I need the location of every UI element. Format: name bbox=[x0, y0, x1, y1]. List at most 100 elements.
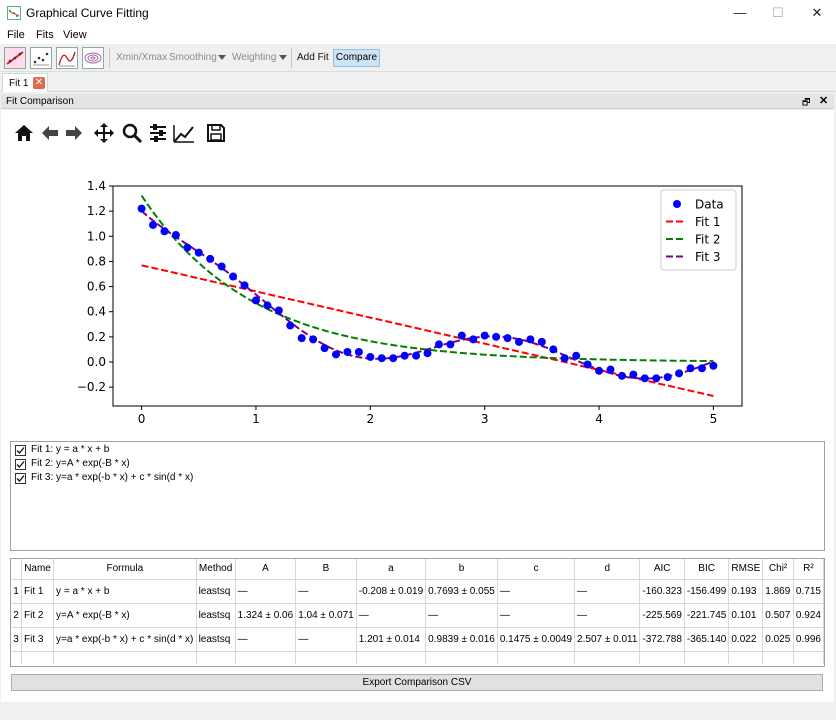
checkbox[interactable] bbox=[15, 445, 26, 456]
column-header[interactable]: B bbox=[295, 559, 357, 580]
column-header[interactable]: b bbox=[425, 559, 498, 580]
row-number: 3 bbox=[11, 627, 22, 652]
chevron-down-icon[interactable] bbox=[218, 55, 226, 60]
close-icon[interactable]: ✕ bbox=[33, 77, 45, 89]
fit-comparison-chart: 0 1 2 3 4 5 −0.2 0.0 0.2 0.4 0.6 0.8 1.0 1.2 1.4 Data Fi… bbox=[77, 179, 743, 426]
scatter-points-icon[interactable] bbox=[30, 47, 52, 69]
column-header[interactable]: a bbox=[356, 559, 427, 580]
dock-close-icon[interactable]: ✕ bbox=[819, 95, 829, 107]
column-header[interactable]: Chi² bbox=[762, 559, 794, 580]
xmin-xmax-button[interactable]: Xmin/Xmax bbox=[116, 52, 168, 63]
table-cell[interactable]: 0.022 bbox=[728, 627, 764, 652]
column-header[interactable]: Name bbox=[21, 559, 55, 580]
table-cell[interactable]: -372.788 bbox=[639, 627, 685, 652]
maximize-button[interactable]: ☐ bbox=[772, 5, 784, 20]
table-cell[interactable]: 0.7693 ± 0.055 bbox=[425, 579, 498, 604]
column-header[interactable]: BIC bbox=[684, 559, 730, 580]
menu-file[interactable]: File bbox=[7, 29, 25, 41]
table-cell[interactable]: leastsq bbox=[196, 603, 236, 628]
chevron-down-icon[interactable] bbox=[279, 55, 287, 60]
table-cell[interactable]: 0.507 bbox=[762, 603, 794, 628]
table-row[interactable]: 3 Fit 3 y=a * exp(-b * x) + c * sin(d * … bbox=[11, 627, 824, 652]
table-cell[interactable]: 0.101 bbox=[728, 603, 764, 628]
table-cell[interactable]: 1.324 ± 0.06 bbox=[235, 603, 297, 628]
table-cell[interactable]: 0.924 bbox=[793, 603, 824, 628]
table-cell[interactable]: -365.140 bbox=[684, 627, 730, 652]
table-cell[interactable]: Fit 1 bbox=[21, 579, 55, 604]
table-cell[interactable]: y = a * x + b bbox=[53, 579, 197, 604]
table-cell[interactable]: leastsq bbox=[196, 579, 236, 604]
contour-icon[interactable] bbox=[82, 47, 104, 69]
table-cell[interactable]: -221.745 bbox=[684, 603, 730, 628]
column-header[interactable]: d bbox=[574, 559, 641, 580]
table-cell[interactable]: y=A * exp(-B * x) bbox=[53, 603, 197, 628]
column-header[interactable]: A bbox=[235, 559, 297, 580]
table-cell[interactable]: y=a * exp(-b * x) + c * sin(d * x) bbox=[53, 627, 197, 652]
table-cell[interactable]: 0.193 bbox=[728, 579, 764, 604]
export-csv-button[interactable]: Export Comparison CSV bbox=[11, 674, 823, 691]
table-cell[interactable]: 1.04 ± 0.071 bbox=[295, 603, 357, 628]
table-cell[interactable]: — bbox=[295, 579, 357, 604]
table-cell[interactable]: 0.025 bbox=[762, 627, 794, 652]
forward-arrow-icon[interactable] bbox=[63, 122, 85, 144]
edit-curves-icon[interactable] bbox=[173, 122, 195, 144]
table-cell[interactable]: 0.715 bbox=[793, 579, 824, 604]
table-cell[interactable]: — bbox=[295, 627, 357, 652]
linear-fit-icon[interactable] bbox=[4, 47, 26, 69]
column-header[interactable]: R² bbox=[793, 559, 824, 580]
table-cell[interactable]: 0.9839 ± 0.016 bbox=[425, 627, 498, 652]
data-point bbox=[194, 248, 203, 257]
table-cell[interactable]: — bbox=[574, 579, 641, 604]
pan-icon[interactable] bbox=[93, 122, 115, 144]
home-icon[interactable] bbox=[13, 122, 35, 144]
table-cell[interactable]: — bbox=[235, 579, 297, 604]
table-cell[interactable]: — bbox=[497, 579, 576, 604]
table-cell[interactable]: — bbox=[356, 603, 427, 628]
table-cell[interactable]: 1.201 ± 0.014 bbox=[356, 627, 427, 652]
table-cell[interactable]: -156.499 bbox=[684, 579, 730, 604]
table-cell[interactable]: Fit 2 bbox=[21, 603, 55, 628]
column-header[interactable]: Method bbox=[196, 559, 236, 580]
table-cell[interactable]: 0.1475 ± 0.0049 bbox=[497, 627, 576, 652]
table-cell[interactable]: leastsq bbox=[196, 627, 236, 652]
table-row[interactable]: 2 Fit 2 y=A * exp(-B * x) leastsq 1.324 … bbox=[11, 603, 824, 628]
table-cell[interactable]: — bbox=[235, 627, 297, 652]
table-cell[interactable]: 1.869 bbox=[762, 579, 794, 604]
column-header[interactable]: AIC bbox=[639, 559, 685, 580]
close-window-button[interactable]: ✕ bbox=[811, 5, 823, 20]
compare-button[interactable]: Compare bbox=[333, 49, 380, 67]
minimize-button[interactable]: — bbox=[733, 5, 747, 20]
legend-label: Fit 2 bbox=[695, 233, 721, 247]
float-icon[interactable]: 🗗 bbox=[802, 97, 811, 107]
table-row[interactable]: 1 Fit 1 y = a * x + b leastsq — — -0.208… bbox=[11, 579, 824, 604]
table-cell[interactable]: — bbox=[497, 603, 576, 628]
save-icon[interactable] bbox=[205, 122, 227, 144]
tab-fit-1[interactable]: Fit 1 ✕ bbox=[2, 73, 48, 92]
comparison-table: Name Formula Method A B a b c d AIC BIC … bbox=[10, 558, 825, 667]
column-header[interactable]: RMSE bbox=[728, 559, 764, 580]
checkbox[interactable] bbox=[15, 473, 26, 484]
x-tick-label: 1 bbox=[252, 412, 260, 426]
menu-view[interactable]: View bbox=[63, 29, 87, 41]
y-tick-label: −0.2 bbox=[77, 380, 106, 394]
checkbox[interactable] bbox=[15, 459, 26, 470]
curve-fit-icon[interactable] bbox=[56, 47, 78, 69]
back-arrow-icon[interactable] bbox=[39, 122, 61, 144]
settings-sliders-icon[interactable] bbox=[147, 122, 169, 144]
menu-fits[interactable]: Fits bbox=[36, 29, 54, 41]
zoom-icon[interactable] bbox=[121, 122, 143, 144]
table-cell[interactable]: 2.507 ± 0.011 bbox=[574, 627, 641, 652]
table-cell[interactable]: -0.208 ± 0.019 bbox=[356, 579, 427, 604]
table-cell[interactable]: -225.569 bbox=[639, 603, 685, 628]
data-point bbox=[377, 354, 386, 363]
table-cell[interactable]: — bbox=[574, 603, 641, 628]
weighting-dropdown[interactable]: Weighting bbox=[232, 52, 277, 63]
smoothing-dropdown[interactable]: Smoothing bbox=[169, 52, 217, 63]
column-header[interactable]: Formula bbox=[53, 559, 197, 580]
column-header[interactable]: c bbox=[497, 559, 576, 580]
table-cell[interactable]: — bbox=[425, 603, 498, 628]
add-fit-button[interactable]: Add Fit bbox=[297, 52, 329, 63]
table-cell[interactable]: -160.323 bbox=[639, 579, 685, 604]
table-cell[interactable]: Fit 3 bbox=[21, 627, 55, 652]
table-cell[interactable]: 0.996 bbox=[793, 627, 824, 652]
